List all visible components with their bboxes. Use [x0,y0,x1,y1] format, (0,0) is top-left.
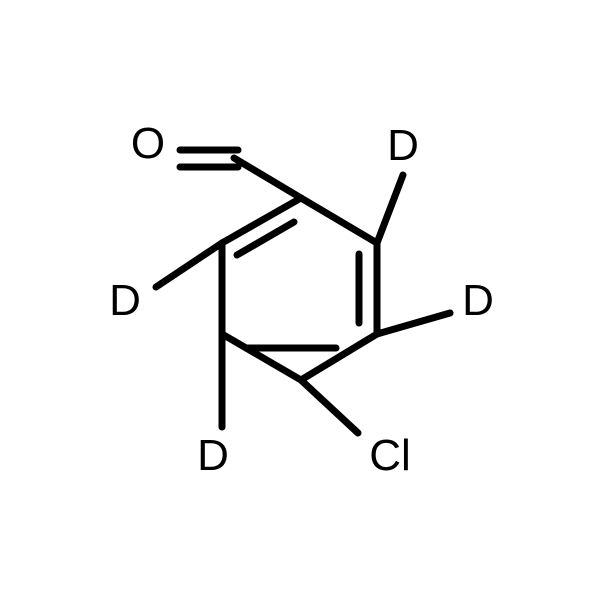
bond-c4-Cl [301,380,358,433]
atom-D1: D [387,121,419,170]
bond-c3-c4 [301,334,377,380]
bond-c3-D3 [377,313,450,334]
bond-c6-c1 [222,198,301,243]
atom-D2: D [109,276,141,325]
bond-c1-c7 [234,158,301,198]
bonds [156,150,450,433]
molecule-diagram: O D D D D Cl [0,0,600,600]
atom-labels: O D D D D Cl [109,119,494,480]
bond-c1-c2 [301,198,377,243]
bond-c2-D1 [377,175,403,243]
bond-c4-c5 [222,334,301,380]
atom-D3: D [462,276,494,325]
bond-c6-D2 [156,243,222,287]
atom-D4: D [197,431,229,480]
atom-Cl: Cl [369,431,411,480]
atom-O: O [131,119,165,168]
